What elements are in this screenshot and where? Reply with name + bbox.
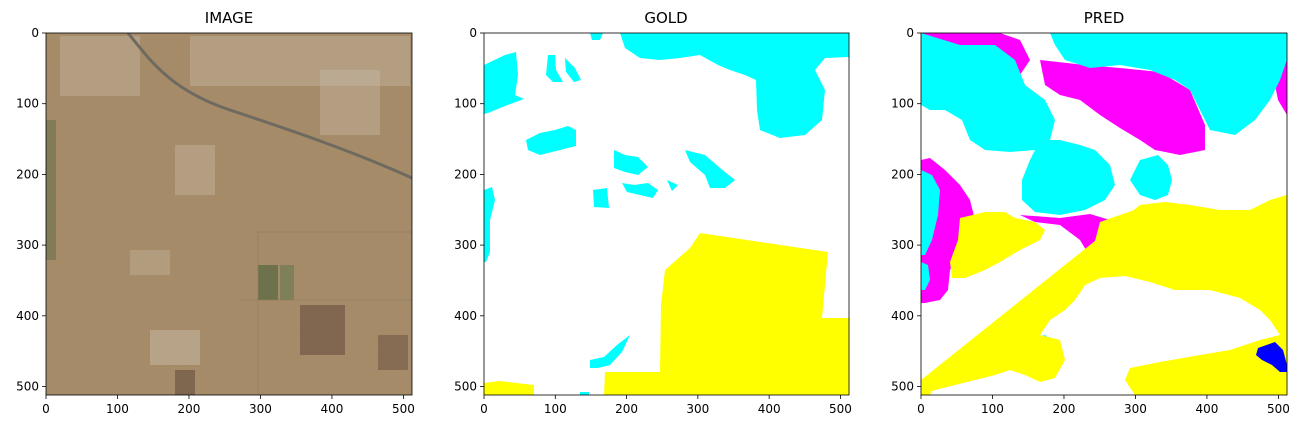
x-tick-label: 300 (1124, 402, 1147, 416)
road (126, 33, 412, 180)
y-tick-label: 0 (469, 26, 477, 40)
panel-pred: PRED (891, 9, 1290, 416)
ground-texture (46, 33, 412, 395)
vegetation-fields (46, 120, 408, 395)
x-tick-label: 100 (106, 402, 129, 416)
panel-image-frame (45, 32, 413, 396)
x-tick-label: 400 (320, 402, 343, 416)
panel-gold-title: GOLD (644, 9, 687, 27)
x-tick-label: 200 (615, 402, 638, 416)
y-tick-label: 200 (16, 167, 39, 181)
x-tick-label: 0 (42, 402, 50, 416)
y-tick-label: 300 (16, 238, 39, 252)
pred-mask (921, 33, 1287, 395)
x-tick-label: 100 (544, 402, 567, 416)
y-tick-label: 200 (454, 167, 477, 181)
panel-pred-title: PRED (1084, 9, 1125, 27)
x-tick-label: 300 (686, 402, 709, 416)
y-tick-label: 0 (906, 26, 914, 40)
panel-pred-frame (920, 32, 1288, 396)
panel-image-title: IMAGE (205, 9, 253, 27)
gold-yellow-regions (484, 233, 849, 395)
panel-gold-frame (483, 32, 850, 396)
x-tick-label: 500 (1267, 402, 1290, 416)
field-boundaries (240, 231, 412, 395)
pred-yellow-regions (921, 195, 1287, 395)
gold-mask (484, 33, 849, 395)
y-tick-label: 100 (454, 97, 477, 111)
x-tick-label: 400 (758, 402, 781, 416)
y-tick-label: 300 (891, 238, 914, 252)
y-tick-label: 500 (891, 380, 914, 394)
y-tick-label: 400 (891, 309, 914, 323)
y-tick-label: 400 (454, 309, 477, 323)
panel-gold: GOLD (454, 9, 852, 416)
gold-cyan-regions (484, 33, 849, 395)
y-tick-label: 500 (454, 380, 477, 394)
x-tick-label: 200 (178, 402, 201, 416)
satellite-image (46, 33, 412, 395)
y-tick-label: 100 (891, 97, 914, 111)
y-tick-label: 300 (454, 238, 477, 252)
building-clusters (60, 36, 410, 365)
y-tick-label: 500 (16, 380, 39, 394)
panel-image: IMAGE (16, 9, 415, 416)
x-tick-label: 0 (480, 402, 488, 416)
y-tick-label: 100 (16, 97, 39, 111)
x-tick-label: 200 (1053, 402, 1076, 416)
y-tick-label: 0 (31, 26, 39, 40)
x-tick-label: 500 (829, 402, 852, 416)
x-tick-label: 400 (1195, 402, 1218, 416)
pred-blue-regions (1256, 342, 1287, 372)
x-tick-label: 0 (917, 402, 925, 416)
x-tick-label: 500 (392, 402, 415, 416)
y-tick-label: 400 (16, 309, 39, 323)
x-tick-label: 100 (981, 402, 1004, 416)
y-tick-label: 200 (891, 167, 914, 181)
x-tick-label: 300 (249, 402, 272, 416)
